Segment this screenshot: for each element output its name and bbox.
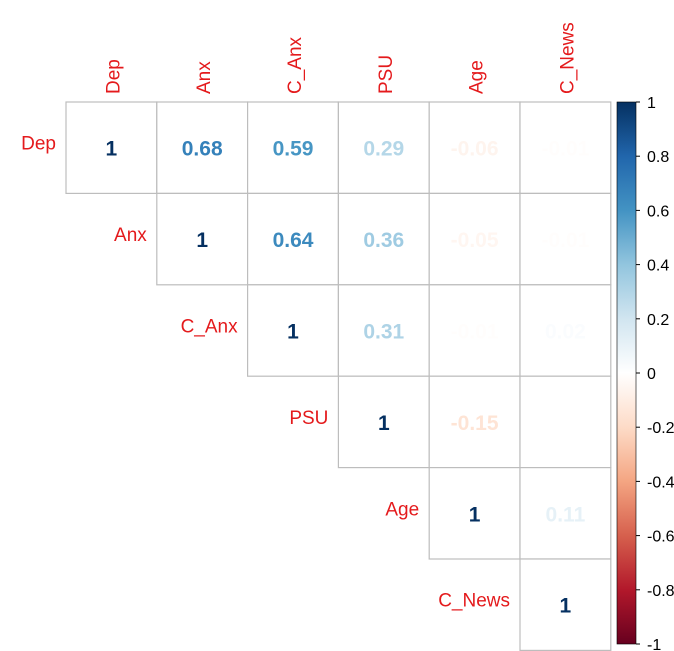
column-label-C_News: C_News <box>557 22 578 94</box>
cell-Anx-Anx <box>156 192 249 286</box>
cell-Age-Age <box>428 467 521 560</box>
cell-C_News-C_News <box>519 558 612 651</box>
cell-value-Dep-Age: -0.06 <box>451 138 499 161</box>
cell-Dep-C_News <box>519 101 612 195</box>
color-legend-tick-label: -0.6 <box>647 529 674 546</box>
cell-Dep-C_Anx <box>247 101 340 195</box>
cell-value-Dep-Anx: 0.68 <box>182 138 223 161</box>
color-legend-tick-label: 0.8 <box>647 149 669 166</box>
color-legend-bar <box>616 101 637 645</box>
row-label-Dep: Dep <box>21 134 56 155</box>
cell-PSU-Age <box>428 375 521 469</box>
cell-Anx-C_News <box>519 192 612 286</box>
cell-PSU-PSU <box>337 375 430 469</box>
cell-C_Anx-C_Anx <box>247 284 340 377</box>
row-labels: Dep Anx C_Anx PSU Age C_News <box>21 134 510 612</box>
column-labels: Dep Anx C_Anx PSU Age C_News <box>103 22 578 94</box>
row-label-Age: Age <box>385 499 419 520</box>
color-legend-tick-label: 0.2 <box>647 312 669 329</box>
cell-PSU-C_News <box>519 375 612 469</box>
cell-value-Anx-Age: -0.05 <box>451 229 499 252</box>
cell-C_Anx-Age <box>428 284 521 377</box>
column-label-PSU: PSU <box>376 55 397 94</box>
row-label-C_News: C_News <box>438 591 510 612</box>
color-legend-tick-label: 0 <box>647 366 656 383</box>
color-legend-tick-label: -0.2 <box>647 420 674 437</box>
column-label-Dep: Dep <box>103 59 124 94</box>
cell-C_Anx-C_News <box>519 284 612 377</box>
cell-value-Dep-PSU: 0.29 <box>363 138 404 161</box>
cell-Dep-Anx <box>156 101 249 195</box>
cell-value-C_Anx-C_News: 0.02 <box>545 321 586 344</box>
cell-value-C_Anx-Age: -0.01 <box>451 321 499 344</box>
cell-value-Dep-Dep: 1 <box>106 138 118 161</box>
cell-value-Dep-C_News: -0.01 <box>541 138 589 161</box>
cell-value-PSU-PSU: 1 <box>378 412 390 435</box>
color-legend-tick-label: 1 <box>647 95 656 112</box>
cell-value-Anx-Anx: 1 <box>196 229 208 252</box>
cell-Anx-Age <box>428 192 521 286</box>
cell-value-C_Anx-PSU: 0.31 <box>363 321 404 344</box>
cell-Dep-PSU <box>337 101 430 195</box>
cell-value-Anx-PSU: 0.36 <box>363 229 404 252</box>
row-label-C_Anx: C_Anx <box>181 317 239 338</box>
cell-value-Dep-C_Anx: 0.59 <box>273 138 314 161</box>
column-label-Anx: Anx <box>194 61 215 94</box>
color-legend-tick-label: -0.8 <box>647 583 674 600</box>
row-label-Anx: Anx <box>114 225 147 246</box>
cell-value-Age-C_News: 0.11 <box>546 503 586 526</box>
color-legend-tick-label: 0.4 <box>647 258 669 275</box>
cell-Anx-C_Anx <box>247 192 340 286</box>
column-label-Age: Age <box>467 60 488 94</box>
color-legend: 1 0.8 0.6 0.4 0.2 0 -0.2 -0.4 -0.6 -0.8 -1 <box>616 95 674 651</box>
cell-value-C_News-C_News: 1 <box>560 595 572 618</box>
cell-value-C_Anx-C_Anx: 1 <box>287 321 299 344</box>
cell-value-Age-Age: 1 <box>469 503 481 526</box>
cell-Dep-Dep <box>65 101 158 195</box>
column-label-C_Anx: C_Anx <box>285 36 306 94</box>
cell-Age-C_News <box>519 467 612 560</box>
cell-Dep-Age <box>428 101 521 195</box>
color-legend-tick-label: -1 <box>647 637 661 651</box>
row-label-PSU: PSU <box>289 408 328 429</box>
color-legend-ticks: 1 0.8 0.6 0.4 0.2 0 -0.2 -0.4 -0.6 -0.8 -1 <box>636 95 674 651</box>
cell-value-Anx-C_Anx: 0.64 <box>273 229 314 252</box>
correlation-grid: 1 0.68 0.59 0.29 -0.06 -0.01 1 0.64 0.36 -0.05 -0.… <box>65 101 612 651</box>
cell-value-PSU-Age: -0.15 <box>451 412 499 435</box>
cell-value-PSU-C_News: 0 <box>560 412 572 435</box>
cell-value-Anx-C_News: -0.01 <box>541 229 589 252</box>
cell-C_Anx-PSU <box>337 284 430 377</box>
color-legend-tick-label: -0.4 <box>647 474 674 491</box>
color-legend-tick-label: 0.6 <box>647 203 669 220</box>
